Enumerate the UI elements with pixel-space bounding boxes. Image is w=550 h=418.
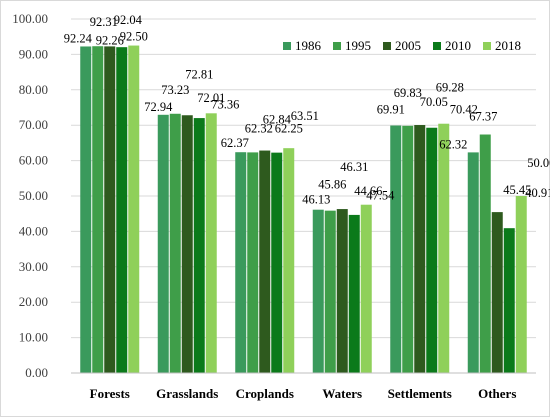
bar (390, 125, 402, 373)
gridlines (71, 18, 536, 339)
y-axis: 0.00 10.00 20.00 30.00 40.00 50.00 60.00 70.00 8… (12, 11, 48, 380)
x-category-label: Croplands (236, 386, 294, 401)
bar (80, 46, 92, 374)
legend-swatch (333, 42, 341, 50)
data-label: 67.37 (469, 110, 497, 124)
legend-label: 1986 (295, 38, 322, 53)
y-tick-label: 30.00 (19, 259, 48, 274)
bar (426, 127, 438, 373)
data-label: 47.54 (366, 189, 395, 203)
bar (348, 214, 360, 373)
data-label: 70.05 (420, 95, 448, 109)
legend-swatch (283, 42, 291, 50)
x-category-label: Waters (322, 386, 362, 401)
y-tick-label: 70.00 (19, 117, 48, 132)
bar (336, 209, 348, 373)
y-tick-label: 100.00 (12, 11, 48, 26)
legend: 1986 1995 2005 2010 2018 (283, 38, 521, 53)
bar (271, 152, 283, 373)
x-axis: Forests Grasslands Croplands Waters Settleme… (71, 372, 536, 401)
data-label: 69.91 (377, 103, 405, 117)
data-label: 72.01 (197, 91, 225, 105)
y-tick-label: 0.00 (25, 365, 48, 380)
bar (503, 228, 515, 373)
data-label: 72.81 (185, 67, 213, 81)
bar (414, 125, 426, 373)
legend-swatch (383, 42, 391, 50)
legend-label: 2010 (445, 38, 471, 53)
legend-label: 1995 (345, 38, 371, 53)
data-label: 40.91 (525, 186, 550, 200)
y-tick-label: 20.00 (19, 294, 48, 309)
data-label: 45.86 (318, 178, 346, 192)
data-label: 62.25 (275, 122, 303, 136)
y-tick-label: 10.00 (19, 330, 48, 345)
data-label: 44.66 (354, 184, 382, 198)
data-label: 62.84 (263, 113, 292, 127)
y-tick-label: 40.00 (19, 223, 48, 238)
data-label: 69.83 (394, 86, 422, 100)
y-tick-label: 80.00 (19, 82, 48, 97)
data-label: 92.04 (114, 13, 143, 27)
bar (128, 45, 140, 374)
data-label: 45.45 (503, 183, 531, 197)
bar (402, 125, 414, 373)
bar (312, 209, 324, 373)
bar (157, 114, 169, 374)
data-label: 63.51 (291, 109, 319, 123)
bar (283, 148, 295, 373)
x-category-label: Grasslands (156, 386, 218, 401)
legend-swatch (433, 42, 441, 50)
bar (438, 123, 450, 374)
data-label: 72.94 (144, 100, 173, 114)
bar (479, 134, 491, 373)
legend-label: 2005 (395, 38, 421, 53)
bars (80, 45, 527, 374)
data-label: 92.26 (96, 33, 124, 47)
data-label: 73.36 (211, 97, 239, 111)
bar (104, 46, 116, 374)
data-label: 62.32 (245, 121, 273, 135)
data-label: 92.50 (120, 30, 148, 44)
bar (92, 46, 104, 374)
data-label: 62.32 (439, 137, 467, 151)
bar (116, 47, 128, 373)
data-label: 46.13 (302, 193, 330, 207)
y-tick-label: 50.00 (19, 188, 48, 203)
bar (205, 113, 217, 373)
bar (360, 204, 372, 373)
data-label: 70.42 (450, 103, 478, 117)
y-tick-label: 90.00 (19, 46, 48, 61)
x-category-label: Settlements (388, 386, 452, 401)
data-label: 46.31 (340, 160, 368, 174)
bar (193, 118, 205, 374)
data-label: 73.23 (161, 83, 189, 97)
data-label: 62.37 (221, 136, 249, 150)
bar (181, 115, 193, 374)
x-category-label: Others (478, 386, 516, 401)
legend-label: 2018 (495, 38, 521, 53)
bar (491, 212, 503, 373)
legend-swatch (483, 42, 491, 50)
bar (467, 152, 479, 373)
data-label: 92.24 (64, 31, 93, 45)
y-tick-label: 60.00 (19, 153, 48, 168)
bar (169, 113, 181, 373)
data-label: 69.28 (436, 81, 464, 95)
data-label: 50.00 (527, 156, 550, 170)
data-label: 92.31 (90, 15, 118, 29)
x-category-label: Forests (90, 386, 130, 401)
bar (247, 152, 259, 373)
bar (324, 210, 336, 373)
bar (259, 150, 271, 373)
bar (235, 152, 247, 373)
data-labels: 92.24 92.31 92.26 92.04 92.50 72.94 73.23 72.81… (64, 13, 550, 207)
bar (515, 196, 527, 373)
